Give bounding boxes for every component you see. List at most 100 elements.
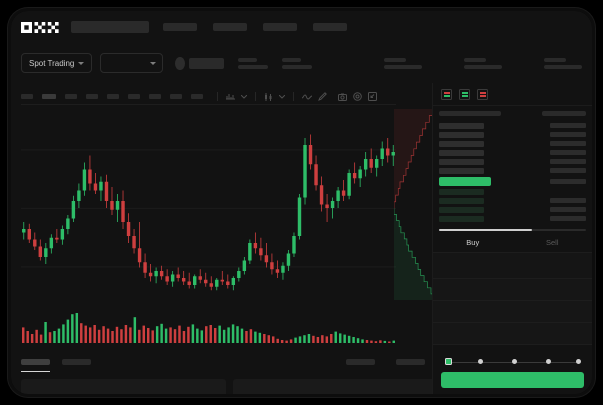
last-price xyxy=(188,57,224,69)
ticker-bar: Spot Trading xyxy=(11,43,592,83)
ask-price xyxy=(439,131,484,138)
orderbook-asks-icon[interactable] xyxy=(477,89,488,100)
stat-value xyxy=(544,64,582,69)
top-navigation-bar xyxy=(11,11,592,43)
orderbook-bid-row[interactable] xyxy=(439,196,586,205)
volume-chart xyxy=(21,309,396,343)
timeframe-3[interactable] xyxy=(65,94,77,99)
slider-mark-50[interactable] xyxy=(512,359,517,364)
orderbook-depth-bar xyxy=(439,229,586,231)
bottom-panels xyxy=(21,379,437,394)
ask-price xyxy=(439,167,484,174)
order-book[interactable] xyxy=(433,106,592,223)
timeframe-7[interactable] xyxy=(149,94,161,99)
spot-trading-dropdown[interactable]: Spot Trading xyxy=(21,53,93,73)
orderbook-ask-row[interactable] xyxy=(439,130,586,139)
slider-mark-75[interactable] xyxy=(546,359,551,364)
orderbook-ask-row[interactable] xyxy=(439,121,586,130)
stat-value xyxy=(282,64,312,69)
chevron-down-icon xyxy=(149,61,156,65)
slider-mark-100[interactable] xyxy=(576,359,581,364)
price-field[interactable] xyxy=(433,279,592,301)
chevron-down-icon xyxy=(78,61,85,65)
orderbook-bid-row[interactable] xyxy=(439,187,586,196)
orderbook-bids-icon[interactable] xyxy=(459,89,470,100)
chart-type-icon[interactable] xyxy=(264,92,273,101)
ask-size xyxy=(550,123,586,128)
bid-size xyxy=(550,207,586,212)
chart-toolbar xyxy=(21,89,396,105)
nav-item-4[interactable] xyxy=(313,23,347,31)
bid-price xyxy=(439,215,484,222)
ask-size xyxy=(550,150,586,155)
settings-gear-icon[interactable] xyxy=(353,92,362,101)
chart-type-dropdown-icon[interactable] xyxy=(279,94,285,99)
search-input[interactable] xyxy=(71,21,149,33)
candlestick-chart[interactable] xyxy=(21,107,396,302)
slider-handle[interactable] xyxy=(445,358,452,365)
order-type-field[interactable] xyxy=(433,253,592,279)
stat-value xyxy=(384,64,422,69)
timeframe-4[interactable] xyxy=(86,94,98,99)
orderbook-bid-row[interactable] xyxy=(439,214,586,223)
tab-open-orders[interactable] xyxy=(21,359,50,372)
timeframe-5[interactable] xyxy=(107,94,119,99)
percent-slider[interactable] xyxy=(445,358,581,366)
bottom-panel-right xyxy=(232,379,437,394)
stat-label xyxy=(238,57,257,62)
orderbook-ask-row[interactable] xyxy=(439,148,586,157)
nav-item-3[interactable] xyxy=(263,23,297,31)
ticker-stat-4 xyxy=(464,57,502,69)
spread-size xyxy=(550,178,586,184)
toolbar-divider xyxy=(255,92,256,101)
stat-label xyxy=(544,57,566,62)
nav-item-2[interactable] xyxy=(213,23,247,31)
timeframe-2[interactable] xyxy=(42,94,56,99)
depth-chart xyxy=(393,107,437,302)
pair-select[interactable] xyxy=(100,53,163,73)
volume-chart-svg xyxy=(22,313,395,343)
timeframe-9[interactable] xyxy=(191,94,203,99)
nav-item-1[interactable] xyxy=(163,23,197,31)
timeframe-1[interactable] xyxy=(21,94,33,99)
orderbook-size-column-header xyxy=(542,111,586,116)
candlestick-svg xyxy=(21,134,396,291)
timeframe-8[interactable] xyxy=(170,94,182,99)
tab-sell[interactable]: Sell xyxy=(545,238,559,247)
line-tool-icon[interactable] xyxy=(302,93,312,100)
bid-size xyxy=(550,198,586,203)
bid-price xyxy=(439,197,484,204)
amount-field[interactable] xyxy=(433,301,592,323)
stat-value xyxy=(464,64,502,69)
orderbook-ask-row[interactable] xyxy=(439,157,586,166)
orderbook-ask-row[interactable] xyxy=(439,139,586,148)
bottom-action-1[interactable] xyxy=(346,359,375,365)
ticker-stat-5 xyxy=(544,57,582,69)
tab-buy[interactable]: Buy xyxy=(466,238,480,247)
indicator-dropdown-icon[interactable] xyxy=(241,94,247,99)
depth-chart-svg xyxy=(393,107,437,302)
fullscreen-icon[interactable] xyxy=(368,92,377,101)
buy-button[interactable] xyxy=(441,372,584,388)
order-panel-sidebar: Buy Sell xyxy=(432,83,592,394)
trade-form xyxy=(433,252,592,345)
ticker-stat-1 xyxy=(238,57,268,69)
bottom-action-2[interactable] xyxy=(396,359,425,365)
camera-icon[interactable] xyxy=(338,93,347,101)
okx-trading-app: Spot Trading xyxy=(11,11,592,394)
ask-price xyxy=(439,140,484,147)
orderbook-ask-row[interactable] xyxy=(439,166,586,175)
orderbook-header xyxy=(439,111,586,116)
total-field[interactable] xyxy=(433,323,592,345)
okx-logo[interactable] xyxy=(21,21,61,33)
slider-mark-25[interactable] xyxy=(478,359,483,364)
drawing-pencil-icon[interactable] xyxy=(318,92,327,101)
timeframe-6[interactable] xyxy=(128,94,140,99)
orderbook-spread-row[interactable] xyxy=(439,175,586,187)
orderbook-bid-row[interactable] xyxy=(439,205,586,214)
indicators-icon[interactable] xyxy=(226,93,235,100)
spot-trading-label: Spot Trading xyxy=(29,58,75,68)
tab-order-history[interactable] xyxy=(62,359,91,365)
orderbook-both-icon[interactable] xyxy=(441,89,452,100)
stat-label xyxy=(384,57,406,62)
